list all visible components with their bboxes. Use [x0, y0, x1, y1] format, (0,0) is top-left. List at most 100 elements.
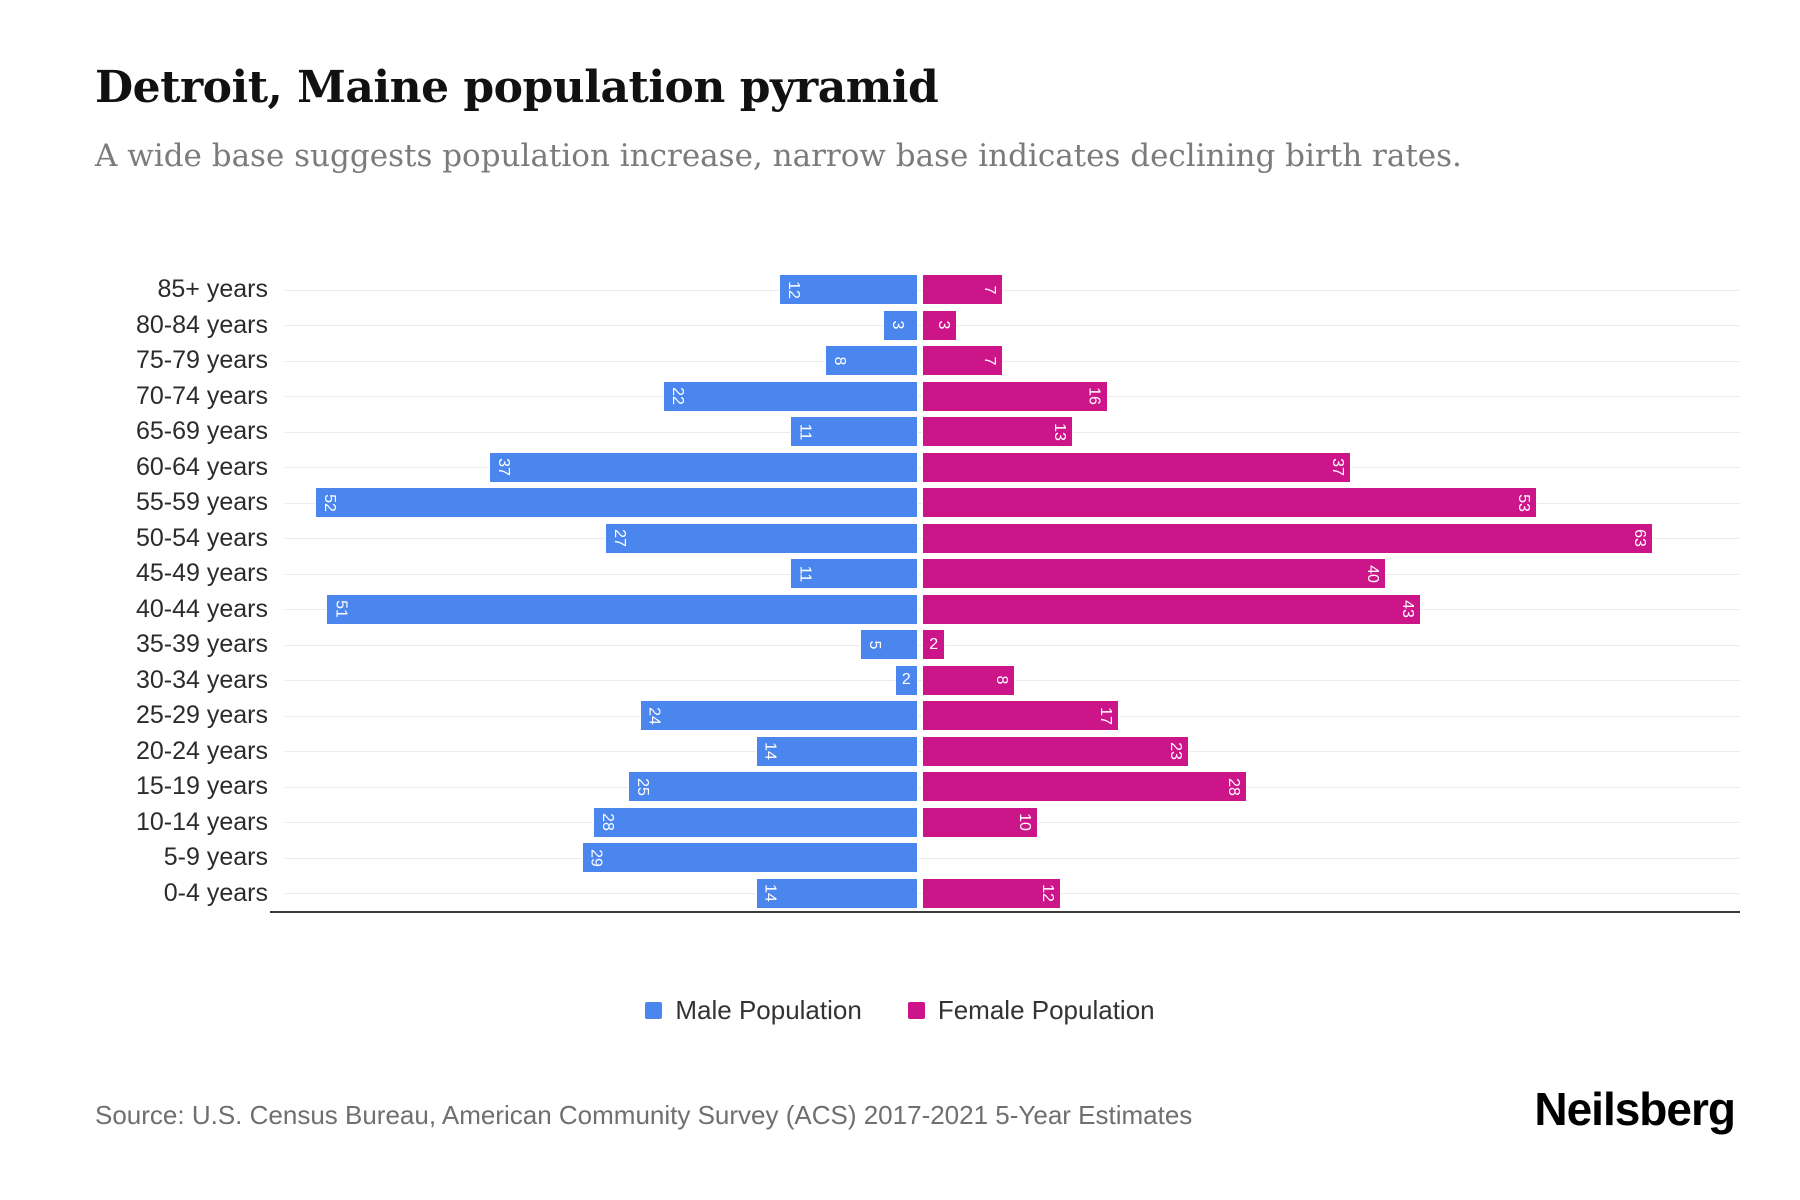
female-bar: 28 — [922, 771, 1247, 803]
pyramid-row: 65-69 years 11 13 — [0, 414, 1800, 450]
female-bar: 37 — [922, 451, 1352, 483]
row-plot-area: 52 53 — [285, 485, 1740, 521]
male-bar-value: 11 — [796, 565, 814, 583]
male-bar: 5 — [860, 629, 918, 661]
pyramid-row: 20-24 years 14 23 — [0, 734, 1800, 770]
age-group-label: 85+ years — [157, 275, 269, 304]
pyramid-row: 55-59 years 52 53 — [0, 485, 1800, 521]
female-bar-value: 43 — [1398, 600, 1416, 619]
male-bar-value: 51 — [332, 600, 350, 619]
male-bar: 11 — [790, 558, 918, 590]
legend: Male Population Female Population — [0, 995, 1800, 1026]
male-bar: 52 — [314, 487, 918, 519]
male-bar: 11 — [790, 416, 918, 448]
row-plot-area: 51 43 — [285, 592, 1740, 628]
row-plot-area: 24 17 — [285, 698, 1740, 734]
male-bar-value: 14 — [761, 742, 779, 761]
male-bar-value: 24 — [645, 706, 663, 725]
male-bar-value: 11 — [796, 423, 814, 441]
age-group-label: 0-4 years — [163, 878, 268, 907]
legend-female-label: Female Population — [937, 995, 1155, 1025]
pyramid-row: 0-4 years 14 12 — [0, 876, 1800, 912]
male-bar: 3 — [883, 309, 918, 341]
chart-title: Detroit, Maine population pyramid — [95, 62, 939, 113]
female-swatch-icon — [907, 1002, 925, 1019]
female-bar: 53 — [922, 487, 1537, 519]
female-bar-value: 10 — [1016, 813, 1033, 832]
age-group-label: 30-34 years — [135, 665, 268, 694]
pyramid-row: 40-44 years 51 43 — [0, 592, 1800, 628]
age-group-label: 25-29 years — [135, 701, 268, 730]
male-bar-value: 5 — [866, 640, 883, 650]
age-group-label: 35-39 years — [135, 630, 268, 659]
male-bar-value: 29 — [587, 848, 605, 867]
age-group-label: 15-19 years — [135, 772, 268, 801]
male-bar-value: 8 — [831, 356, 849, 366]
male-bar-value: 2 — [901, 671, 911, 689]
female-bar: 13 — [922, 416, 1073, 448]
pyramid-row: 45-49 years 11 40 — [0, 556, 1800, 592]
row-plot-area: 37 37 — [285, 450, 1740, 486]
male-bar: 37 — [488, 451, 918, 483]
row-plot-area: 22 16 — [285, 379, 1740, 415]
female-bar: 8 — [922, 664, 1015, 696]
age-group-label: 70-74 years — [135, 381, 268, 410]
female-bar: 3 — [922, 309, 957, 341]
female-bar: 10 — [922, 806, 1038, 838]
legend-item-male[interactable]: Male Population — [645, 995, 862, 1026]
female-bar-value: 17 — [1097, 706, 1115, 725]
chart-subtitle: A wide base suggests population increase… — [95, 138, 1462, 174]
age-group-label: 55-59 years — [135, 488, 268, 517]
female-bar-value: 63 — [1630, 529, 1648, 548]
female-bar: 23 — [922, 735, 1189, 767]
age-group-label: 75-79 years — [135, 346, 268, 375]
male-bar: 51 — [326, 593, 918, 625]
male-bar: 25 — [628, 771, 918, 803]
source-attribution: Source: U.S. Census Bureau, American Com… — [95, 1100, 1193, 1130]
male-bar-value: 52 — [320, 493, 338, 512]
legend-male-label: Male Population — [675, 995, 862, 1025]
male-bar-value: 3 — [889, 320, 907, 330]
neilsberg-logo[interactable]: Neilsberg — [1534, 1083, 1736, 1135]
female-bar-value: 12 — [1039, 884, 1057, 903]
female-bar-value: 23 — [1166, 742, 1184, 761]
population-pyramid-chart: 85+ years 12 7 80-84 years 3 3 75-79 years 8 7 70… — [0, 272, 1800, 911]
male-bar: 14 — [755, 877, 918, 909]
female-bar-value: 7 — [981, 285, 999, 295]
male-bar: 12 — [778, 274, 918, 306]
row-plot-area: 14 12 — [285, 876, 1740, 912]
male-bar: 24 — [639, 700, 918, 732]
female-bar-value: 7 — [981, 356, 999, 366]
female-bar: 7 — [922, 274, 1004, 306]
male-bar-value: 22 — [668, 387, 686, 406]
age-group-label: 80-84 years — [135, 310, 268, 339]
row-plot-area: 28 10 — [285, 805, 1740, 841]
age-group-label: 60-64 years — [135, 452, 268, 481]
male-bar: 8 — [825, 345, 918, 377]
female-bar-value: 53 — [1514, 493, 1532, 512]
male-bar: 2 — [894, 664, 918, 696]
row-plot-area: 12 7 — [285, 272, 1740, 308]
pyramid-rows: 85+ years 12 7 80-84 years 3 3 75-79 years 8 7 70… — [0, 272, 1800, 911]
row-plot-area: 25 28 — [285, 769, 1740, 805]
male-bar: 22 — [662, 380, 918, 412]
row-plot-area: 14 23 — [285, 734, 1740, 770]
pyramid-row: 85+ years 12 7 — [0, 272, 1800, 308]
female-bar: 17 — [922, 700, 1120, 732]
female-bar-value: 8 — [992, 675, 1010, 685]
male-swatch-icon — [645, 1002, 663, 1019]
female-bar: 43 — [922, 593, 1421, 625]
age-group-label: 5-9 years — [163, 843, 268, 872]
male-bar: 27 — [604, 522, 918, 554]
pyramid-row: 30-34 years 2 8 — [0, 663, 1800, 699]
female-bar-value: 37 — [1329, 458, 1347, 477]
female-bar: 12 — [922, 877, 1062, 909]
female-bar-value: 2 — [929, 635, 939, 653]
pyramid-row: 50-54 years 27 63 — [0, 521, 1800, 557]
legend-item-female[interactable]: Female Population — [907, 995, 1155, 1026]
